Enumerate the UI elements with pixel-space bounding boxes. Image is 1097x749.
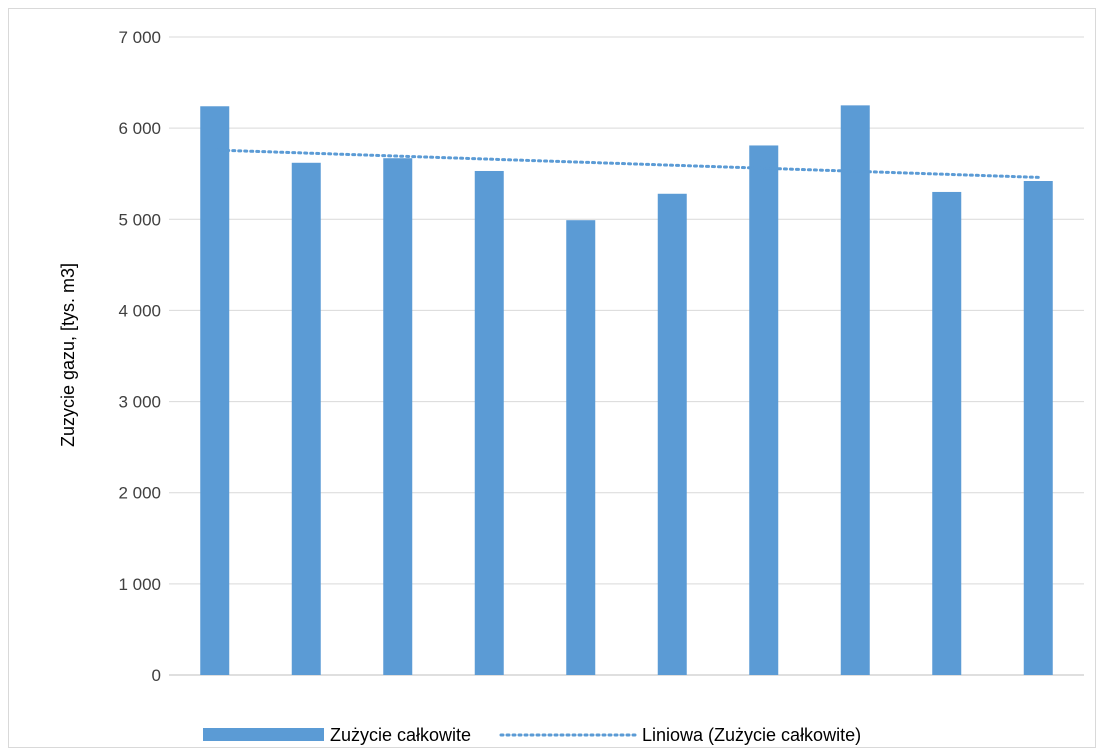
chart-frame (8, 8, 1096, 748)
y-tick-label: 1 000 (118, 575, 161, 594)
y-tick-label: 5 000 (118, 210, 161, 229)
gridlines (169, 36, 1084, 676)
bar (1023, 181, 1053, 675)
y-tick-label: 0 (152, 666, 161, 685)
trendline (213, 148, 1040, 179)
y-axis-label: Zuzycie gazu, [tys. m3] (58, 263, 78, 447)
legend-label-bars: Zużycie całkowite (330, 725, 471, 745)
y-tick-label: 3 000 (118, 393, 161, 412)
y-tick-label: 4 000 (118, 301, 161, 320)
bars (200, 105, 1053, 676)
bar (840, 105, 870, 676)
bar (749, 145, 779, 675)
y-tick-label: 2 000 (118, 484, 161, 503)
legend-label-trendline: Liniowa (Zużycie całkowite) (642, 725, 861, 745)
bar (474, 170, 504, 676)
legend-swatch-bars (203, 728, 324, 741)
bar (383, 158, 413, 676)
bar (932, 191, 962, 675)
bar (566, 220, 596, 675)
y-tick-label: 7 000 (118, 28, 161, 47)
trendline-layer (213, 148, 1040, 179)
bar (657, 193, 687, 675)
y-axis-ticks: 0 1 000 2 000 3 000 4 000 5 000 6 000 7 000 (118, 28, 161, 685)
y-tick-label: 6 000 (118, 119, 161, 138)
bar (200, 106, 230, 676)
legend: Zużycie całkowite Liniowa (Zużycie całko… (203, 725, 861, 745)
bar (291, 162, 321, 675)
